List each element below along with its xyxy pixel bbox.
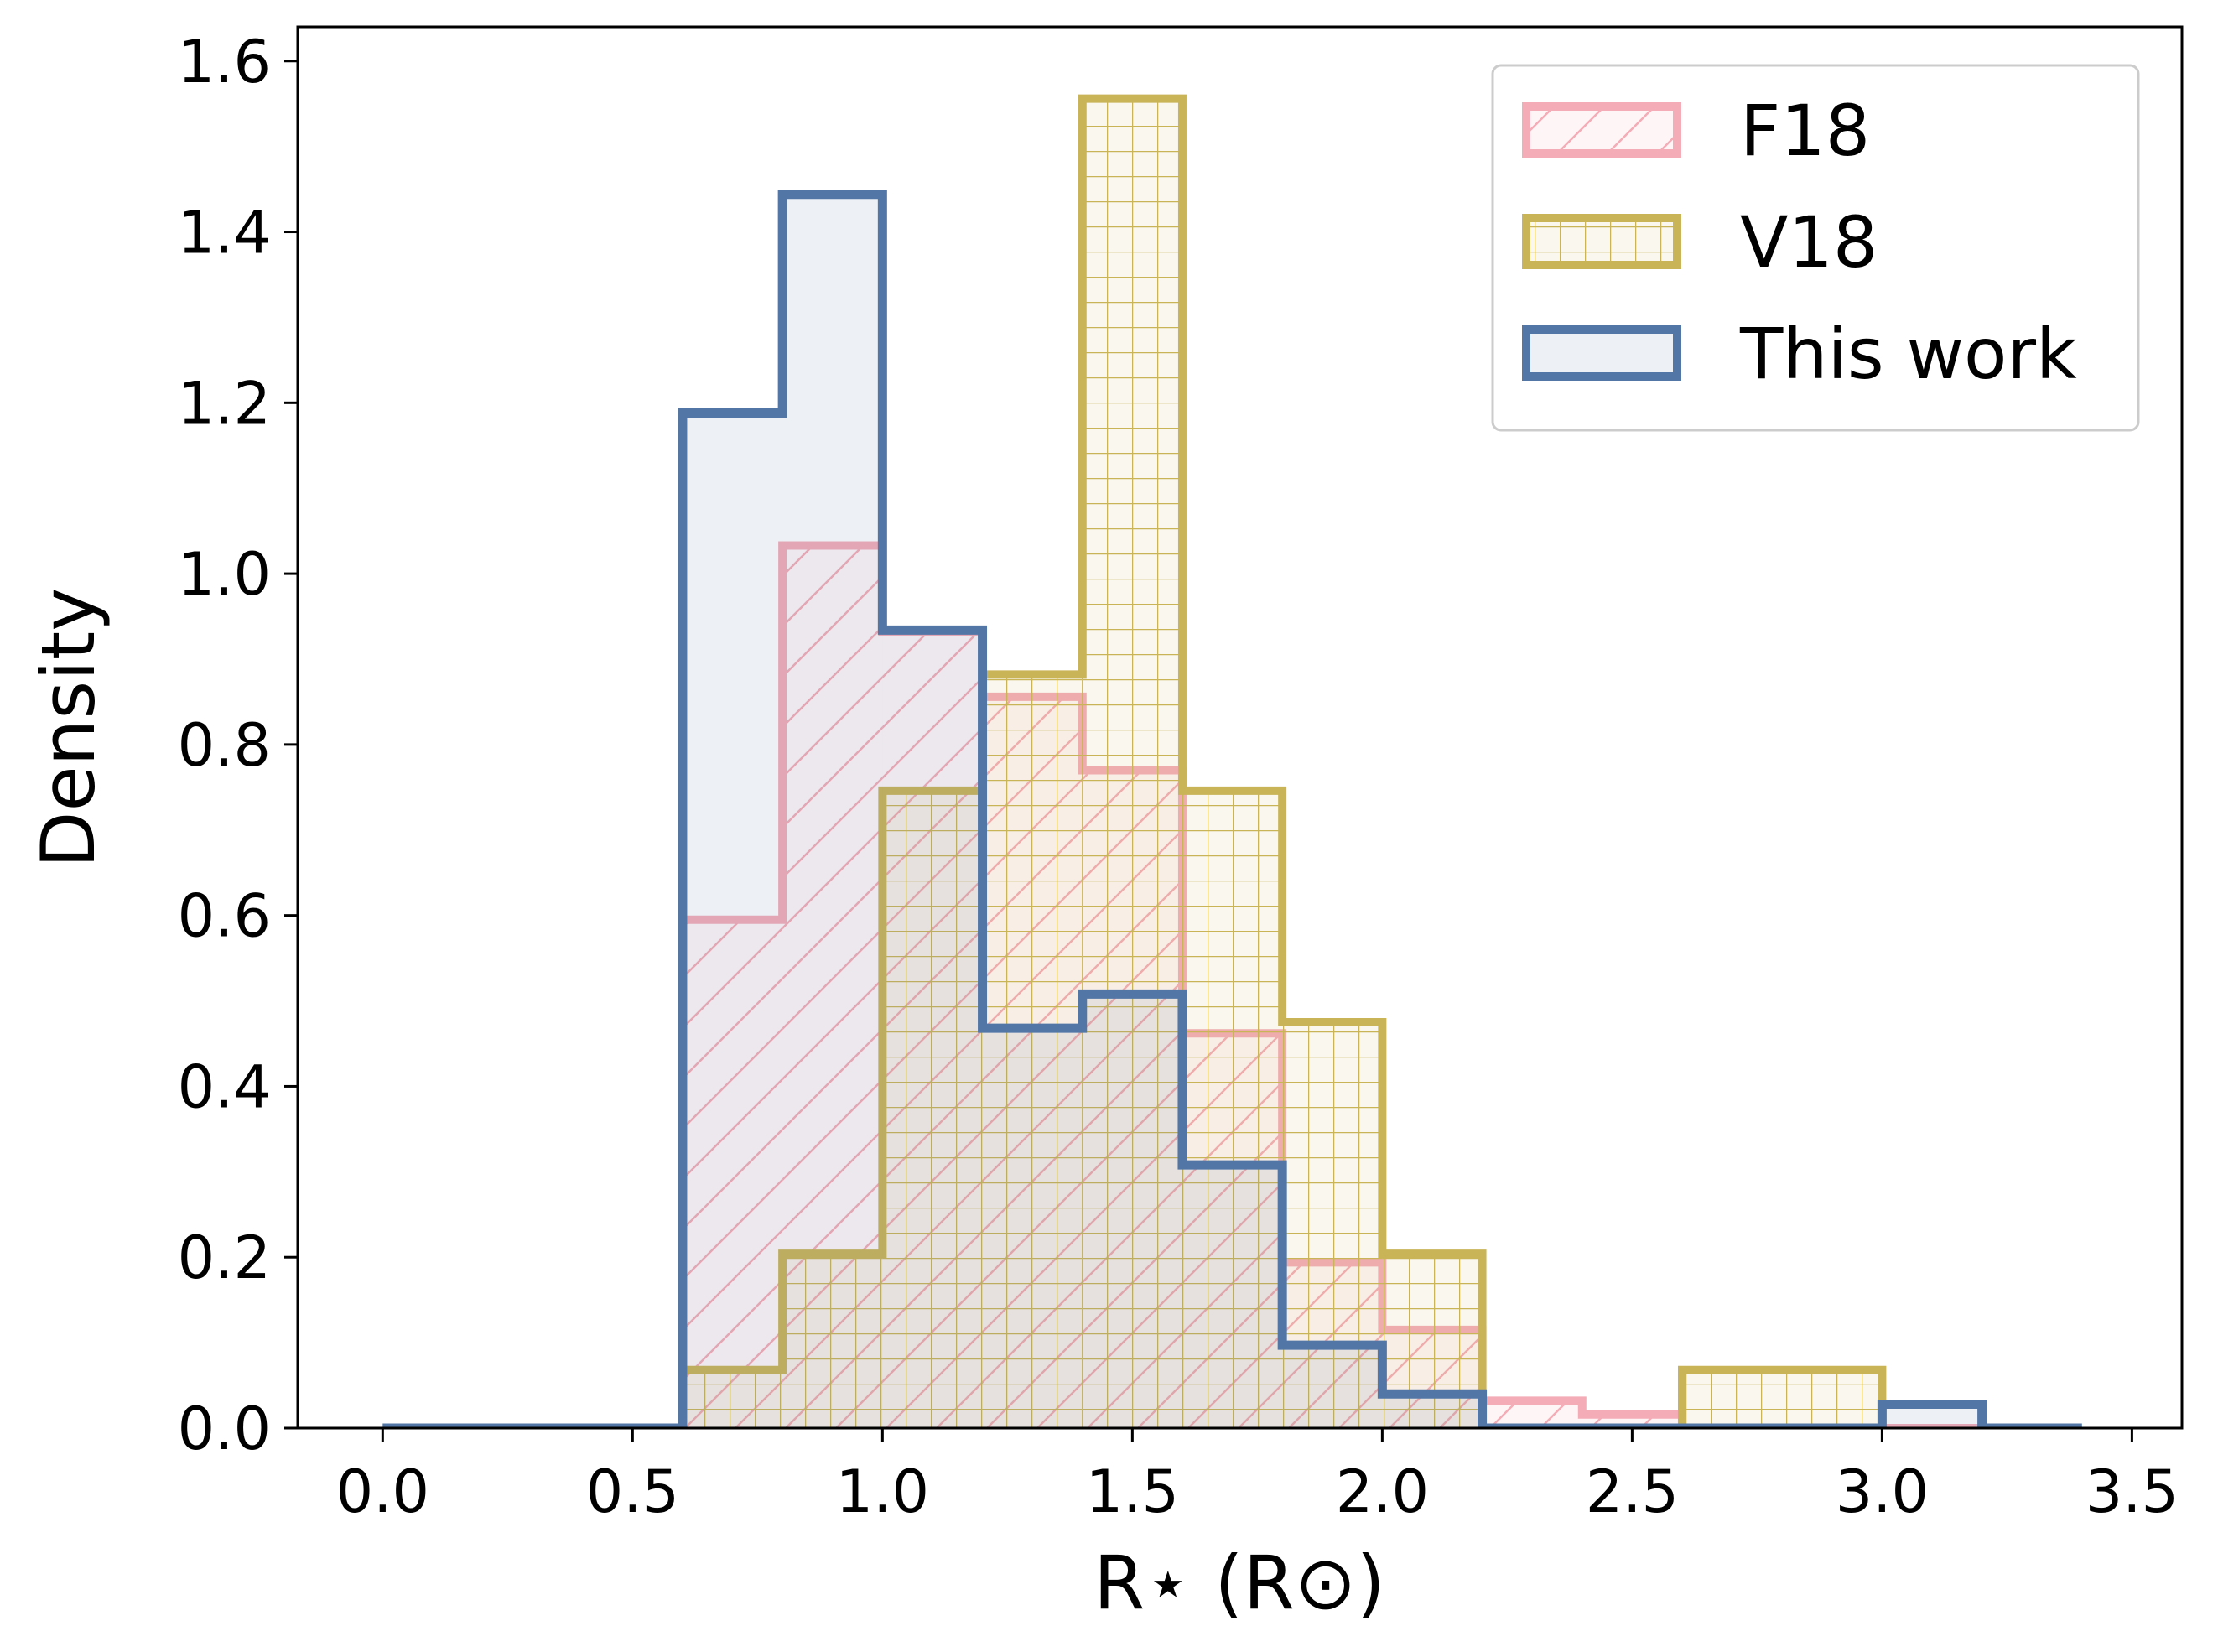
x-tick-label-3: 1.5 (1086, 1457, 1179, 1526)
x-tick-label-6: 3.0 (1836, 1457, 1929, 1526)
bar-hatch-v18-4 (1082, 98, 1182, 1428)
bar-this-work-5 (882, 630, 983, 1428)
bar-hatch-v18-10 (1681, 1369, 1783, 1428)
series-v18 (678, 94, 1887, 1428)
series-layer (382, 94, 2082, 1428)
y-tick-label-5: 1.0 (178, 540, 271, 609)
x-tick-label-0: 0.0 (336, 1457, 429, 1526)
legend-swatch-v18 (1522, 214, 1681, 269)
bar-hatch-v18-2 (882, 790, 983, 1428)
y-tick-label-4: 0.8 (178, 711, 271, 780)
bar-hatch-v18-1 (782, 1254, 883, 1428)
bar-this-work-8 (1182, 1165, 1283, 1428)
bar-hatch-v18-0 (682, 1369, 783, 1428)
x-tick-label-2: 1.0 (836, 1457, 929, 1526)
x-tick-label-5: 2.5 (1586, 1457, 1679, 1526)
bar-this-work-9 (1282, 1345, 1383, 1428)
y-axis-title: Density (25, 588, 112, 869)
bar-this-work-6 (982, 1028, 1083, 1428)
bar-hatch-f18-0 (682, 919, 783, 1428)
y-tick-label-0: 0.0 (178, 1395, 271, 1463)
bar-this-work-7 (1082, 994, 1182, 1428)
plot-frame (296, 25, 2184, 1430)
y-axis: 0.0 0.2 0.4 0.6 0.8 1.0 1.2 1.4 1.6 (178, 28, 298, 1463)
outline-v18 (678, 94, 1887, 1428)
y-tick-label-1: 0.2 (178, 1223, 271, 1292)
legend-label-this-work: This work (1739, 313, 2077, 395)
y-tick-label-6: 1.2 (178, 369, 271, 438)
series-this-work (382, 190, 2082, 1428)
legend-swatch-hatch-v18 (1526, 218, 1677, 265)
legend-label-f18: F18 (1740, 90, 1870, 172)
legend-swatch-fill-this-work (1526, 330, 1677, 377)
legend-swatch-f18 (1522, 102, 1681, 158)
y-tick-label-3: 0.6 (178, 882, 271, 951)
x-tick-label-4: 2.0 (1336, 1457, 1429, 1526)
outline-this-work (382, 190, 2082, 1428)
x-tick-label-7: 3.5 (2086, 1457, 2179, 1526)
bar-hatch-v18-11 (1782, 1369, 1883, 1428)
legend-swatch-hatch-f18 (1526, 106, 1677, 153)
y-tick-label-2: 0.4 (178, 1052, 271, 1121)
y-tick-label-7: 1.4 (178, 199, 271, 268)
bar-this-work-3 (682, 413, 783, 1428)
y-tick-label-8: 1.6 (178, 28, 271, 96)
x-axis-title: R⋆ (R⊙) (1093, 1540, 1385, 1626)
legend-label-v18: V18 (1740, 201, 1878, 283)
legend: F18 V18 This work (1491, 64, 2140, 432)
bar-hatch-v18-6 (1282, 1022, 1383, 1428)
x-axis: 0.0 0.5 1.0 1.5 2.0 2.5 3.0 3.5 (336, 1428, 2179, 1526)
bar-hatch-v18-5 (1182, 790, 1283, 1428)
bar-this-work-10 (1382, 1394, 1483, 1428)
bar-this-work-4 (782, 194, 883, 1428)
bar-hatch-v18-7 (1382, 1254, 1483, 1428)
bar-hatch-v18-3 (982, 674, 1083, 1428)
legend-swatch-this-work (1522, 325, 1681, 381)
x-tick-label-1: 0.5 (586, 1457, 679, 1526)
